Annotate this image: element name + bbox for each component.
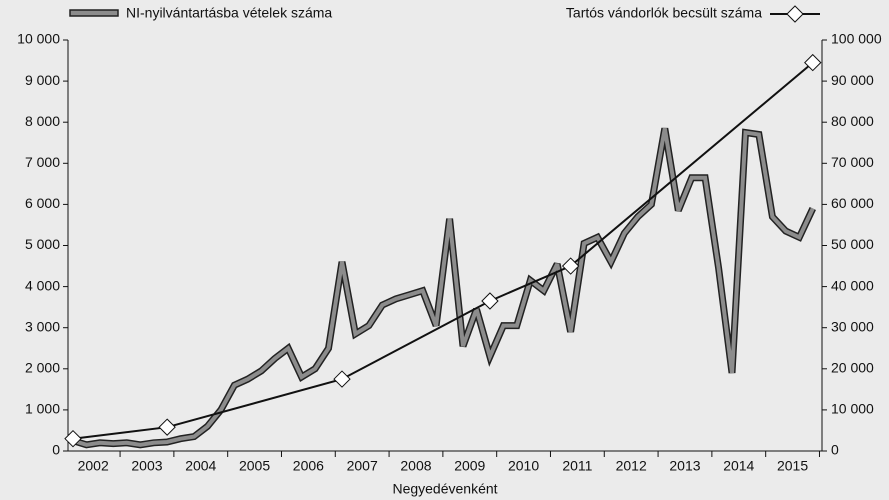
y2-tick-label: 0 xyxy=(831,442,839,458)
legend-label: Tartós vándorlók becsült száma xyxy=(566,5,762,21)
y2-tick-label: 90 000 xyxy=(831,72,874,88)
legend-marker xyxy=(786,5,804,23)
x-tick-label: 2014 xyxy=(723,458,754,474)
y-tick-label: 6 000 xyxy=(25,195,60,211)
marker xyxy=(561,257,580,275)
y2-tick-label: 100 000 xyxy=(831,31,882,47)
marker xyxy=(333,370,351,388)
y2-tick-label: 30 000 xyxy=(831,318,874,334)
y2-tick-label: 70 000 xyxy=(831,154,874,170)
x-tick-label: 2015 xyxy=(777,458,808,474)
y-tick-label: 0 xyxy=(52,442,60,458)
x-tick-label: 2003 xyxy=(131,458,162,474)
x-axis-title: Negyedévenként xyxy=(392,481,497,497)
legend-label: NI-nyilvántartásba vételek száma xyxy=(126,5,332,21)
y-tick-label: 8 000 xyxy=(25,113,60,129)
marker xyxy=(481,292,499,310)
y-tick-label: 10 000 xyxy=(17,31,60,47)
x-tick-label: 2007 xyxy=(347,458,378,474)
y-tick-label: 9 000 xyxy=(25,72,60,88)
x-tick-label: 2005 xyxy=(239,458,270,474)
y-tick-label: 3 000 xyxy=(25,318,60,334)
y-tick-label: 2 000 xyxy=(25,360,60,376)
y2-tick-label: 20 000 xyxy=(831,360,874,376)
x-tick-label: 2012 xyxy=(616,458,647,474)
x-tick-label: 2008 xyxy=(400,458,431,474)
y2-tick-label: 10 000 xyxy=(831,401,874,417)
x-tick-label: 2013 xyxy=(669,458,700,474)
y2-tick-label: 80 000 xyxy=(831,113,874,129)
x-tick-label: 2011 xyxy=(562,458,592,474)
y-tick-label: 4 000 xyxy=(25,277,60,293)
x-tick-label: 2006 xyxy=(293,458,324,474)
y2-tick-label: 50 000 xyxy=(831,236,874,252)
series-line xyxy=(72,61,814,440)
y-tick-label: 1 000 xyxy=(25,401,60,417)
series-line xyxy=(72,128,815,447)
x-tick-label: 2009 xyxy=(454,458,485,474)
x-tick-label: 2004 xyxy=(185,458,216,474)
x-tick-label: 2002 xyxy=(78,458,109,474)
y-tick-label: 5 000 xyxy=(25,236,60,252)
x-tick-label: 2010 xyxy=(508,458,539,474)
y-tick-label: 7 000 xyxy=(25,154,60,170)
marker xyxy=(158,418,176,436)
marker xyxy=(804,53,822,72)
marker xyxy=(64,429,82,448)
legend-swatch xyxy=(69,9,119,17)
y2-tick-label: 40 000 xyxy=(831,277,874,293)
y2-tick-label: 60 000 xyxy=(831,195,874,211)
